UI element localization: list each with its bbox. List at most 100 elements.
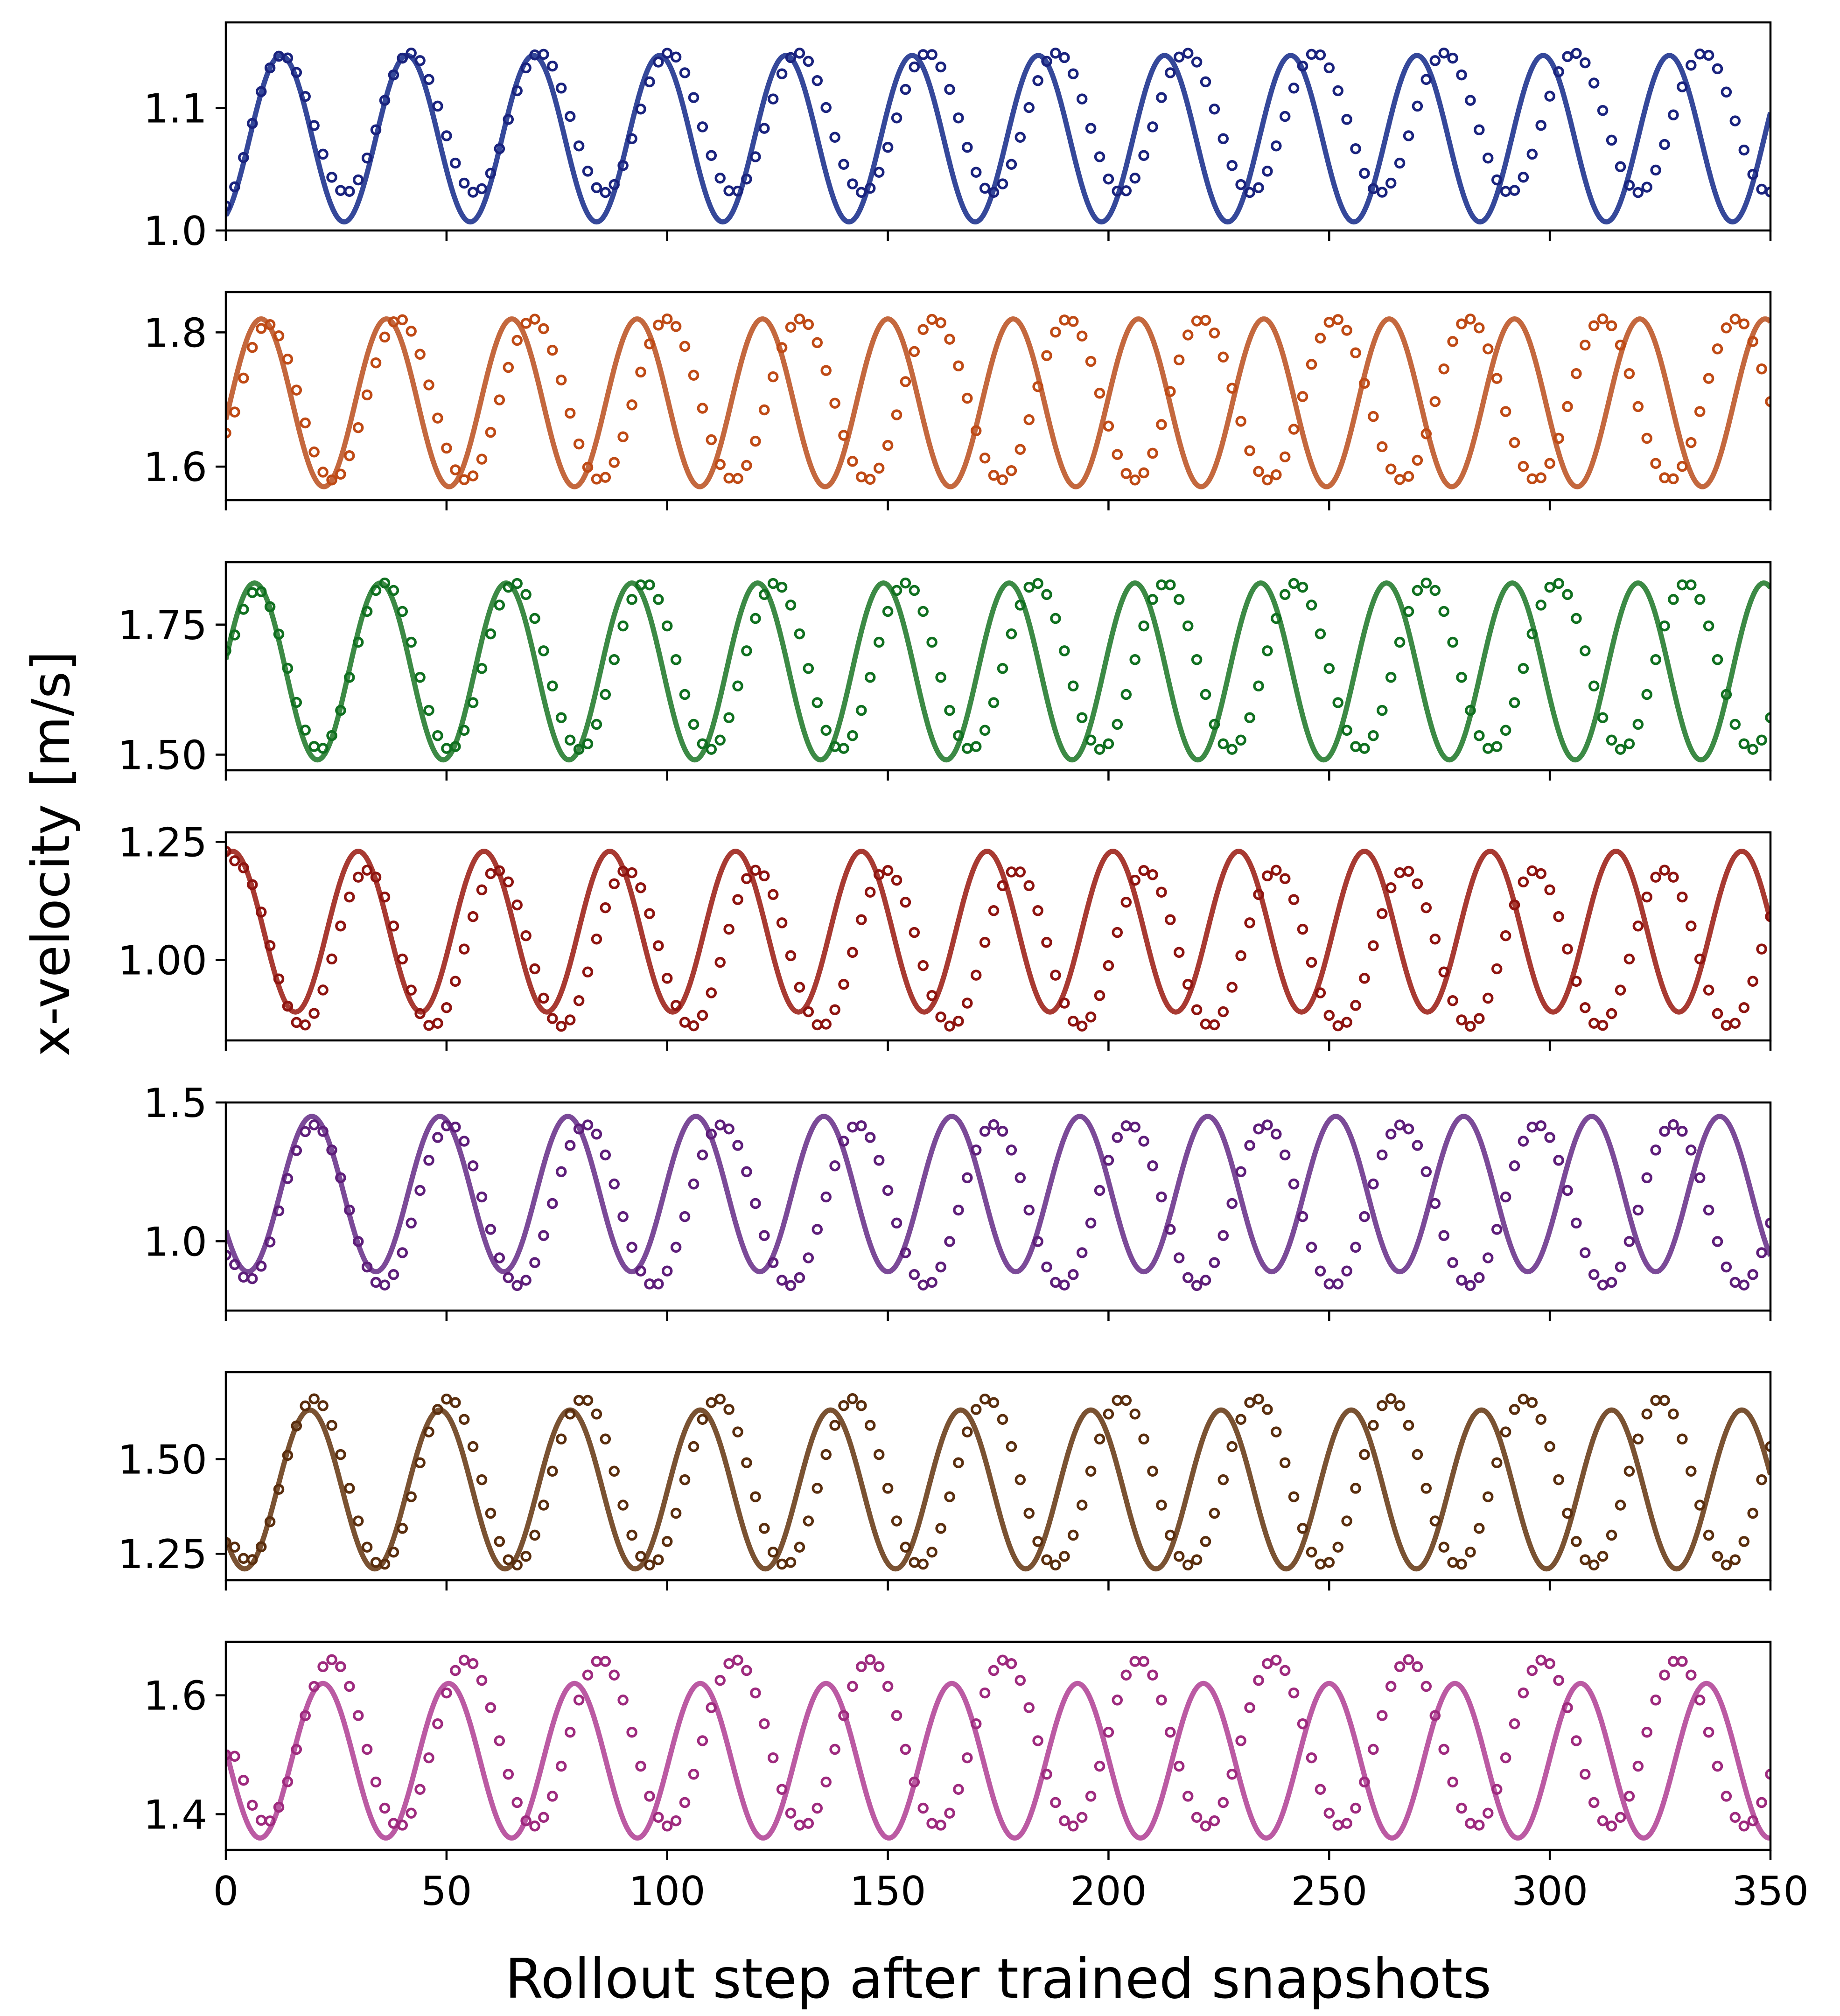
rollout-point	[953, 1015, 964, 1027]
rollout-point	[1721, 1019, 1732, 1031]
rollout-point	[829, 1744, 840, 1755]
rollout-point	[1341, 725, 1352, 736]
rollout-point	[317, 743, 329, 754]
rollout-point	[273, 973, 285, 984]
rollout-point	[582, 1395, 594, 1406]
rollout-point	[1694, 1500, 1706, 1511]
rollout-point	[226, 1537, 231, 1548]
rollout-point	[909, 346, 920, 357]
rollout-point	[582, 966, 594, 978]
rollout-point	[335, 920, 346, 932]
rollout-point	[1368, 1179, 1379, 1190]
rollout-point	[1562, 1185, 1573, 1196]
rollout-point	[1580, 57, 1591, 69]
rollout-point	[1085, 734, 1097, 746]
rollout-point	[264, 1516, 276, 1528]
rollout-point	[997, 178, 1008, 189]
rollout-point	[670, 321, 682, 332]
rollout-point	[697, 738, 708, 749]
rollout-point	[794, 628, 805, 640]
rollout-point	[1509, 1718, 1520, 1730]
rollout-point	[1641, 1172, 1652, 1184]
rollout-point	[1120, 185, 1132, 196]
rollout-point	[873, 167, 885, 178]
rollout-point	[803, 1515, 814, 1527]
rollout-point	[661, 1821, 673, 1832]
rollout-point	[1420, 74, 1432, 85]
axes-frame	[224, 21, 1772, 232]
rollout-point	[282, 1000, 294, 1012]
rollout-point	[1686, 1144, 1697, 1156]
rollout-point	[370, 1776, 382, 1788]
rollout-point	[688, 1769, 700, 1780]
rollout-point	[1112, 1132, 1123, 1143]
rollout-point	[1606, 1821, 1617, 1832]
rollout-point	[1447, 636, 1458, 648]
rollout-point	[564, 407, 576, 419]
rollout-point	[1580, 645, 1591, 656]
rollout-point	[1138, 1433, 1149, 1445]
rollout-point	[352, 1515, 364, 1527]
rollout-point	[1535, 600, 1546, 611]
rollout-point	[344, 1204, 355, 1216]
rollout-point	[1765, 1441, 1770, 1452]
rollout-point	[979, 1687, 991, 1699]
rollout-point	[653, 56, 664, 68]
rollout-point	[750, 1198, 761, 1209]
rollout-point	[785, 52, 797, 63]
rollout-point	[900, 577, 911, 589]
rollout-point	[706, 1397, 717, 1408]
rollout-point	[1650, 872, 1661, 883]
rollout-point	[970, 167, 982, 178]
rollout-point	[1182, 329, 1194, 341]
rollout-point	[697, 1149, 708, 1161]
rollout-point	[979, 937, 991, 948]
rollout-point	[1341, 1017, 1352, 1028]
rollout-point	[1147, 1669, 1158, 1681]
rollout-point	[379, 577, 391, 589]
rollout-point	[591, 1409, 602, 1420]
rollout-point	[317, 1661, 329, 1673]
rollout-point	[1606, 734, 1617, 746]
rollout-point	[1571, 368, 1582, 379]
rollout-point	[970, 1718, 982, 1730]
rollout-point	[1023, 414, 1035, 426]
x-tick-label: 0	[213, 1868, 239, 1915]
rollout-point	[1571, 613, 1582, 624]
rollout-point	[441, 1687, 452, 1699]
rollout-point	[979, 452, 991, 464]
rollout-point	[458, 177, 470, 189]
rollout-point	[759, 1523, 770, 1534]
rollout-point	[1059, 998, 1070, 1009]
rollout-point	[441, 130, 452, 141]
rollout-point	[1580, 1554, 1591, 1565]
rollout-point	[352, 872, 364, 883]
rollout-point	[1597, 313, 1609, 325]
rollout-point	[1588, 1559, 1600, 1571]
rollout-point	[706, 1129, 717, 1140]
rollout-point	[520, 62, 532, 74]
rollout-point	[432, 1132, 443, 1143]
rollout-point	[573, 744, 585, 755]
rollout-point	[423, 1019, 434, 1031]
rollout-point	[1226, 982, 1238, 993]
rollout-point	[847, 730, 858, 741]
rollout-point	[1677, 1433, 1688, 1445]
rollout-point	[370, 1277, 382, 1288]
rollout-point	[1023, 1702, 1035, 1713]
rollout-point	[873, 636, 885, 648]
rollout-point	[1112, 927, 1123, 938]
rollout-markers	[226, 1654, 1770, 1832]
rollout-point	[1041, 1261, 1052, 1273]
rollout-point	[1429, 585, 1441, 596]
y-tick-label: 1.75	[118, 602, 207, 649]
rollout-point	[1412, 585, 1423, 596]
rollout-point	[935, 317, 946, 328]
rollout-point	[352, 636, 364, 648]
rollout-point	[1623, 180, 1635, 191]
rollout-point	[1729, 1554, 1741, 1565]
rollout-point	[1509, 1404, 1520, 1415]
rollout-point	[1306, 1752, 1317, 1764]
rollout-point	[820, 102, 832, 113]
rollout-point	[308, 741, 320, 752]
